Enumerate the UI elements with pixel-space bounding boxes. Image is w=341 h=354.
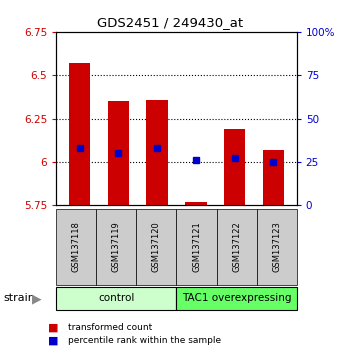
Text: ■: ■ — [48, 336, 58, 346]
Bar — [224, 129, 245, 205]
Text: ■: ■ — [48, 322, 58, 332]
Text: GSM137123: GSM137123 — [272, 222, 281, 272]
Bar — [146, 99, 168, 205]
Text: GSM137119: GSM137119 — [112, 222, 121, 272]
Text: TAC1 overexpressing: TAC1 overexpressing — [182, 293, 291, 303]
Text: control: control — [98, 293, 135, 303]
Text: GSM137121: GSM137121 — [192, 222, 201, 272]
Bar — [108, 101, 129, 205]
Bar — [69, 63, 90, 205]
Text: GDS2451 / 249430_at: GDS2451 / 249430_at — [98, 16, 243, 29]
Text: ▶: ▶ — [32, 292, 42, 306]
Text: GSM137122: GSM137122 — [232, 222, 241, 272]
Text: strain: strain — [3, 293, 35, 303]
Text: GSM137120: GSM137120 — [152, 222, 161, 272]
Bar — [263, 150, 284, 205]
Text: GSM137118: GSM137118 — [72, 222, 81, 272]
Text: transformed count: transformed count — [68, 323, 152, 332]
Bar — [185, 202, 207, 205]
Text: percentile rank within the sample: percentile rank within the sample — [68, 336, 221, 345]
